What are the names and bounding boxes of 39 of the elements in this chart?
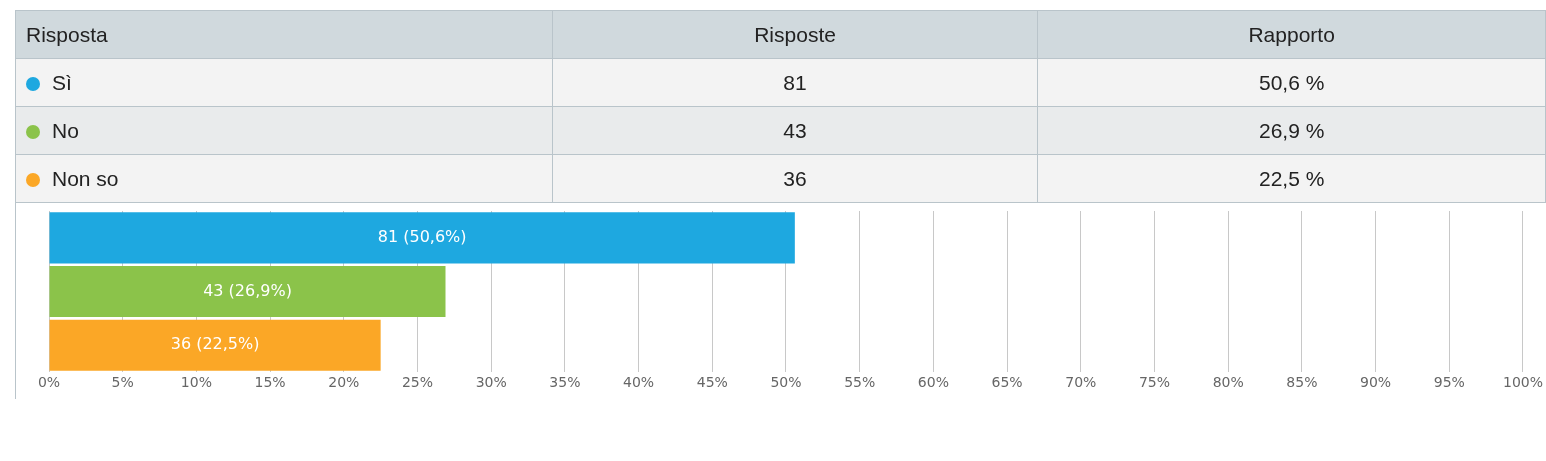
x-tick-label: 95% xyxy=(1433,374,1465,391)
x-tick-label: 20% xyxy=(328,374,360,391)
bar xyxy=(49,212,795,264)
x-tick-label: 30% xyxy=(475,374,507,391)
x-tick-label: 80% xyxy=(1212,374,1244,391)
x-tick-label: 65% xyxy=(991,374,1023,391)
data-label: 36 (22,5%) xyxy=(170,334,260,354)
x-tick-label: 35% xyxy=(549,374,581,391)
x-tick-label: 100% xyxy=(1502,374,1543,391)
category-label: No xyxy=(52,118,79,142)
x-tick-label: 75% xyxy=(1138,374,1171,391)
data-label: 36 xyxy=(552,154,1038,203)
x-tick-label: 45% xyxy=(696,374,728,391)
bar xyxy=(49,266,446,318)
legend-title: Risposta xyxy=(15,10,553,59)
series-label: Risposte xyxy=(552,10,1038,59)
data-label: 26,9 % xyxy=(1037,106,1546,155)
x-tick-label: 85% xyxy=(1286,374,1318,391)
data-label: 43 (26,9%) xyxy=(203,280,292,300)
data-label: 43 xyxy=(552,106,1038,155)
category-label: Sì xyxy=(52,70,72,94)
x-tick-label: 25% xyxy=(401,374,434,391)
x-tick-label: 55% xyxy=(844,374,876,391)
x-tick-label: 70% xyxy=(1065,374,1097,391)
series-label: Rapporto xyxy=(1037,10,1546,59)
category-label: Non so xyxy=(52,166,119,190)
x-tick-label: 5% xyxy=(111,374,134,391)
data-label: 81 (50,6%) xyxy=(377,227,467,247)
data-label: 22,5 % xyxy=(1037,154,1546,203)
data-label: 81 xyxy=(552,58,1038,107)
x-tick-label: 40% xyxy=(623,374,655,391)
bar xyxy=(49,319,381,371)
x-tick-label: 50% xyxy=(770,374,802,391)
x-tick-label: 0% xyxy=(37,374,61,391)
x-tick-label: 15% xyxy=(254,374,286,391)
x-tick-label: 10% xyxy=(180,374,212,391)
x-tick-label: 90% xyxy=(1360,374,1392,391)
data-label: 50,6 % xyxy=(1037,58,1546,107)
x-tick-label: 60% xyxy=(917,374,949,391)
